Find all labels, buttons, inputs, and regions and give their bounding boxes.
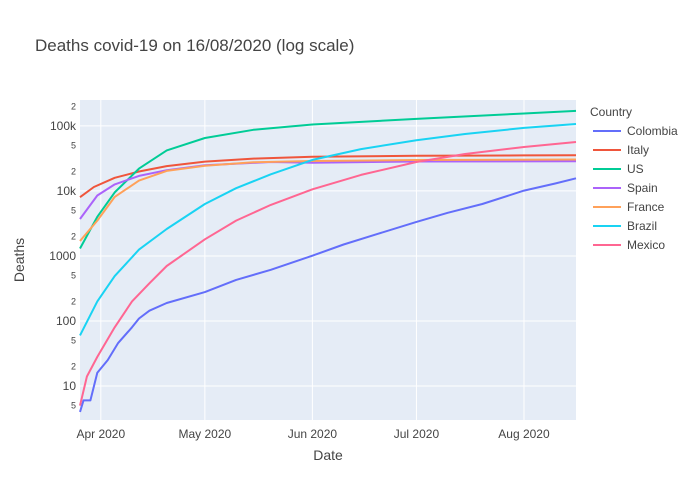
legend-item-mexico[interactable]: Mexico bbox=[593, 238, 665, 252]
series-line-france bbox=[79, 158, 577, 242]
legend-label: US bbox=[627, 162, 644, 176]
y-minor-tick-label: 2 bbox=[71, 296, 76, 306]
y-minor-tick-label: 2 bbox=[71, 166, 76, 176]
legend: Country Colombia Italy US Spain France Brazil… bbox=[590, 105, 678, 252]
x-tick-label: Jun 2020 bbox=[288, 427, 338, 441]
y-tick-label: 100k bbox=[50, 119, 77, 133]
y-minor-tick-label: 2 bbox=[71, 361, 76, 371]
y-minor-tick-label: 5 bbox=[71, 271, 76, 281]
legend-label: Spain bbox=[627, 181, 658, 195]
legend-item-colombia[interactable]: Colombia bbox=[593, 124, 678, 138]
y-axis-title: Deaths bbox=[11, 238, 27, 282]
x-tick-label: Aug 2020 bbox=[498, 427, 550, 441]
legend-title: Country bbox=[590, 105, 632, 119]
legend-label: Brazil bbox=[627, 219, 657, 233]
grid bbox=[80, 100, 576, 420]
series-line-brazil bbox=[79, 123, 577, 336]
series-line-us bbox=[79, 109, 577, 249]
legend-label: Colombia bbox=[627, 124, 678, 138]
chart-title: Deaths covid-19 on 16/08/2020 (log scale… bbox=[35, 36, 354, 55]
legend-item-spain[interactable]: Spain bbox=[593, 181, 658, 195]
plot-area bbox=[80, 100, 576, 420]
y-minor-tick-label: 5 bbox=[71, 336, 76, 346]
legend-item-france[interactable]: France bbox=[593, 200, 665, 214]
x-tick-label: May 2020 bbox=[179, 427, 232, 441]
series-line-mexico bbox=[79, 141, 577, 406]
y-tick-label: 1000 bbox=[49, 249, 76, 263]
y-tick-label: 10 bbox=[63, 379, 77, 393]
x-tick-label: Apr 2020 bbox=[76, 427, 125, 441]
legend-item-italy[interactable]: Italy bbox=[593, 143, 649, 157]
y-minor-tick-label: 5 bbox=[71, 205, 76, 215]
x-axis-title: Date bbox=[313, 447, 343, 463]
legend-item-us[interactable]: US bbox=[593, 162, 644, 176]
y-minor-tick-label: 5 bbox=[71, 140, 76, 150]
series-line-colombia bbox=[79, 177, 577, 413]
legend-label: France bbox=[627, 200, 665, 214]
y-tick-label: 100 bbox=[56, 314, 76, 328]
series-layer bbox=[79, 109, 577, 413]
y-minor-tick-label: 5 bbox=[71, 401, 76, 411]
legend-label: Italy bbox=[627, 143, 649, 157]
y-minor-tick-label: 2 bbox=[71, 231, 76, 241]
legend-label: Mexico bbox=[627, 238, 665, 252]
x-axis: Apr 2020 May 2020 Jun 2020 Jul 2020 Aug 2020 bbox=[76, 427, 550, 441]
y-axis: 10 100 1000 10k 100k 5 2 5 2 5 2 5 2 5 2 bbox=[49, 101, 77, 410]
x-tick-label: Jul 2020 bbox=[394, 427, 440, 441]
legend-item-brazil[interactable]: Brazil bbox=[593, 219, 657, 233]
y-tick-label: 10k bbox=[57, 184, 77, 198]
y-minor-tick-label: 2 bbox=[71, 101, 76, 111]
